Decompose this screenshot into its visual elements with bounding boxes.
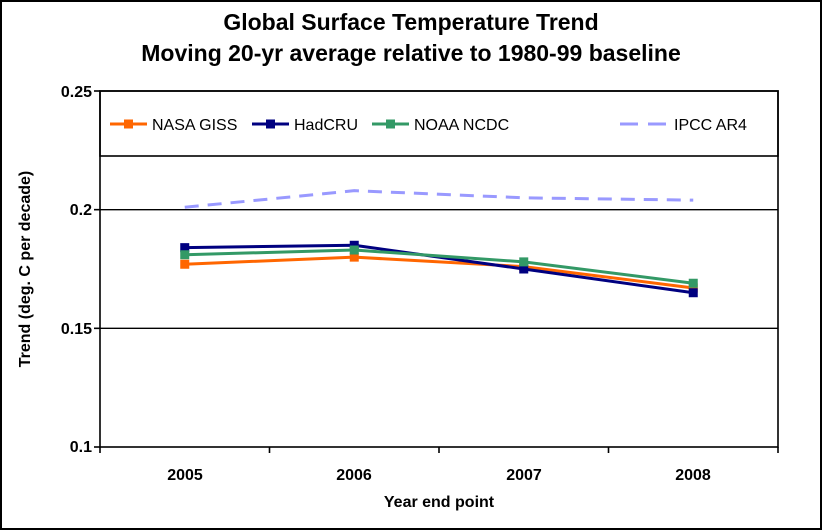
y-tick-label-025: 0.25 [61, 84, 92, 101]
data-point-nasa-giss-2006 [349, 252, 359, 262]
data-point-nasa-giss-2008 [688, 283, 698, 293]
x-tick-label-2007: 2007 [506, 467, 542, 484]
legend-sample-marker-noaa-ncdc [386, 119, 395, 129]
legend-sample-marker-hadcru [266, 119, 275, 129]
y-axis-title: Trend (deg. C per decade) [17, 171, 34, 367]
data-point-noaa-ncdc-2006 [349, 245, 359, 255]
legend-label-ipcc-ar4: IPCC AR4 [674, 117, 747, 134]
x-tick-label-2008: 2008 [675, 467, 711, 484]
data-point-hadcru-2006 [349, 240, 359, 250]
legend-label-hadcru: HadCRU [294, 117, 358, 134]
legend-label-noaa-ncdc: NOAA NCDC [414, 117, 509, 134]
series-line-noaa-ncdc [184, 248, 694, 285]
legend-label-nasa-giss: NASA GISS [152, 117, 237, 134]
x-axis-title: Year end point [384, 494, 495, 511]
y-tick-label-015: 0.15 [61, 321, 92, 338]
y-tick-label-02: 0.2 [70, 202, 92, 219]
x-tick-label-2005: 2005 [167, 467, 203, 484]
x-tick-label-2006: 2006 [336, 467, 372, 484]
plot-area-border [99, 90, 779, 448]
chart-title-block: Global Surface Temperature Trend Moving … [2, 7, 820, 69]
chart-subtitle: Moving 20-yr average relative to 1980-99… [141, 40, 681, 66]
data-point-hadcru-2005 [180, 243, 190, 253]
data-point-noaa-ncdc-2008 [688, 278, 698, 288]
legend-sample-marker-nasa-giss [124, 119, 133, 129]
tickmarks-layer [94, 90, 779, 453]
data-point-noaa-ncdc-2007 [519, 257, 529, 267]
gridlines-layer [100, 209, 778, 329]
legend-samples-layer [110, 119, 667, 129]
data-point-hadcru-2007 [519, 264, 529, 274]
data-point-hadcru-2008 [688, 288, 698, 298]
series-line-nasa-giss [184, 255, 694, 290]
data-point-nasa-giss-2005 [180, 259, 190, 269]
y-tick-label-01: 0.1 [70, 439, 92, 456]
chart-title: Global Surface Temperature Trend [223, 9, 599, 35]
series-layer [180, 189, 698, 298]
data-point-noaa-ncdc-2005 [180, 250, 190, 260]
series-line-ipcc-ar4 [184, 189, 694, 209]
legend-box [99, 90, 779, 157]
